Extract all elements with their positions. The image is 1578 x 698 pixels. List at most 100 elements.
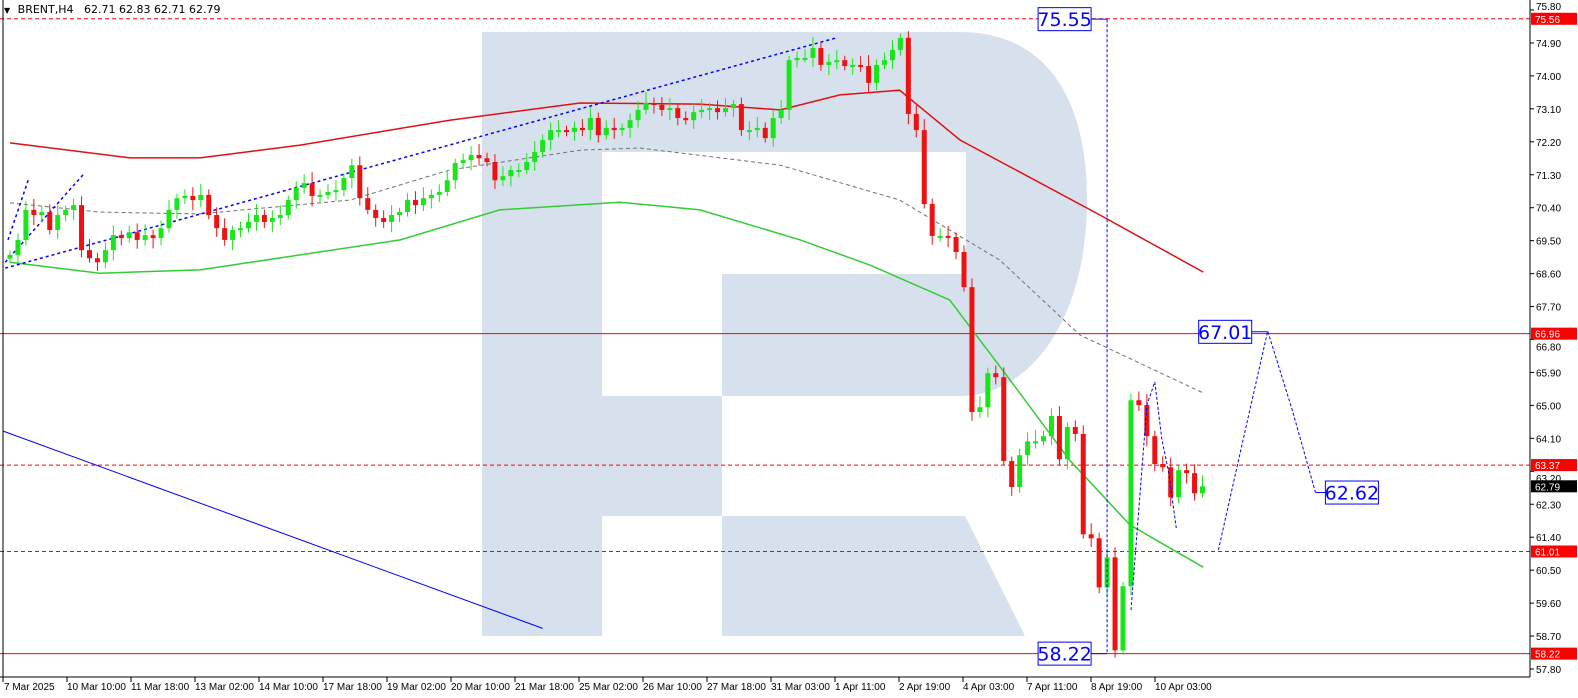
y-tick-label: 59.60 — [1536, 599, 1561, 610]
annotation-box — [1037, 7, 1092, 32]
candle — [492, 161, 498, 181]
collapse-triangle-icon[interactable]: ▼ — [4, 6, 11, 15]
candle — [1136, 400, 1142, 406]
candle — [134, 232, 140, 240]
forecast-path — [1106, 19, 1316, 654]
candle — [206, 194, 212, 216]
candle — [1096, 538, 1102, 588]
candle — [786, 60, 792, 110]
annotation-box — [1198, 319, 1253, 344]
candle — [420, 198, 426, 206]
candle — [222, 228, 228, 240]
forecast-line — [1217, 329, 1316, 551]
candle — [7, 254, 13, 259]
x-tick-label: 14 Mar 10:00 — [259, 682, 318, 693]
candle — [1200, 486, 1205, 494]
x-tick-label: 19 Mar 02:00 — [387, 682, 446, 693]
candle — [1072, 427, 1078, 434]
y-tick-label: 74.00 — [1536, 72, 1561, 83]
y-tick-label: 72.20 — [1536, 138, 1561, 149]
candle — [556, 130, 562, 133]
candle — [317, 194, 323, 197]
candle — [118, 235, 124, 239]
candle — [333, 190, 339, 193]
candles — [7, 31, 1205, 658]
candle — [778, 109, 784, 119]
candle — [866, 66, 872, 83]
candle — [643, 102, 649, 110]
candle — [1009, 461, 1015, 488]
candle — [39, 212, 45, 216]
candle — [357, 165, 363, 199]
candle — [246, 221, 251, 229]
x-tick-label: 1 Apr 11:00 — [835, 682, 886, 693]
candle — [627, 120, 633, 128]
candle — [405, 200, 410, 213]
candle — [500, 176, 506, 181]
y-tick-label: 58.70 — [1536, 632, 1561, 643]
candle — [858, 64, 864, 67]
price-badge-label: 66.96 — [1535, 330, 1560, 341]
candle — [1128, 400, 1134, 587]
candle — [993, 373, 999, 378]
x-tick-label: 2 Apr 19:00 — [899, 682, 951, 693]
y-tick-label: 60.50 — [1536, 566, 1561, 577]
candle — [595, 118, 601, 136]
y-tick-label: 75.80 — [1536, 2, 1561, 13]
y-tick-label: 64.10 — [1536, 434, 1561, 445]
candle — [87, 250, 92, 259]
candle — [1064, 427, 1070, 460]
candle — [444, 180, 450, 192]
candle — [762, 127, 768, 139]
candle — [587, 118, 593, 131]
candle — [349, 165, 355, 179]
trendline — [7, 179, 29, 241]
candle — [794, 57, 800, 61]
price-levels — [0, 18, 1530, 655]
y-tick-label: 70.40 — [1536, 204, 1561, 215]
candle — [142, 235, 148, 240]
candle — [460, 160, 466, 164]
candle — [15, 239, 21, 255]
annotation-label: 58.22 — [1037, 644, 1091, 666]
candle — [1120, 586, 1126, 651]
price-axis-bg — [1530, 0, 1578, 698]
candle — [675, 108, 681, 119]
upper-band-line — [9, 89, 1204, 273]
candle — [214, 215, 220, 229]
candle — [389, 215, 395, 222]
candle — [1152, 436, 1158, 464]
candle — [977, 407, 983, 412]
candle — [1176, 470, 1182, 498]
candle — [818, 48, 824, 65]
candle — [659, 104, 665, 110]
x-tick-label: 26 Mar 10:00 — [643, 682, 702, 693]
annotation-label: 75.55 — [1037, 9, 1091, 31]
candle — [230, 230, 236, 240]
candle — [79, 205, 85, 251]
x-tick-label: 31 Mar 03:00 — [771, 682, 830, 693]
candle — [1160, 463, 1166, 468]
price-badge — [1531, 327, 1577, 340]
middle-band-line — [9, 147, 1204, 394]
annotation-label: 62.62 — [1325, 483, 1379, 505]
x-tick-label: 25 Mar 02:00 — [579, 682, 638, 693]
price-badge — [1531, 12, 1577, 25]
candle — [269, 217, 275, 222]
candle — [1088, 534, 1094, 539]
candle — [953, 236, 959, 252]
candle — [571, 127, 577, 132]
candle — [190, 195, 196, 201]
ohlc-values: 62.71 62.83 62.71 62.79 — [84, 3, 221, 16]
candle — [277, 215, 283, 218]
candle — [301, 183, 307, 188]
candle — [1192, 473, 1198, 494]
price-badge-label: 63.37 — [1535, 461, 1560, 472]
forecast-line — [1130, 381, 1177, 611]
candle — [110, 235, 116, 251]
candle — [198, 194, 204, 201]
candle — [969, 287, 975, 412]
candle — [738, 104, 744, 131]
